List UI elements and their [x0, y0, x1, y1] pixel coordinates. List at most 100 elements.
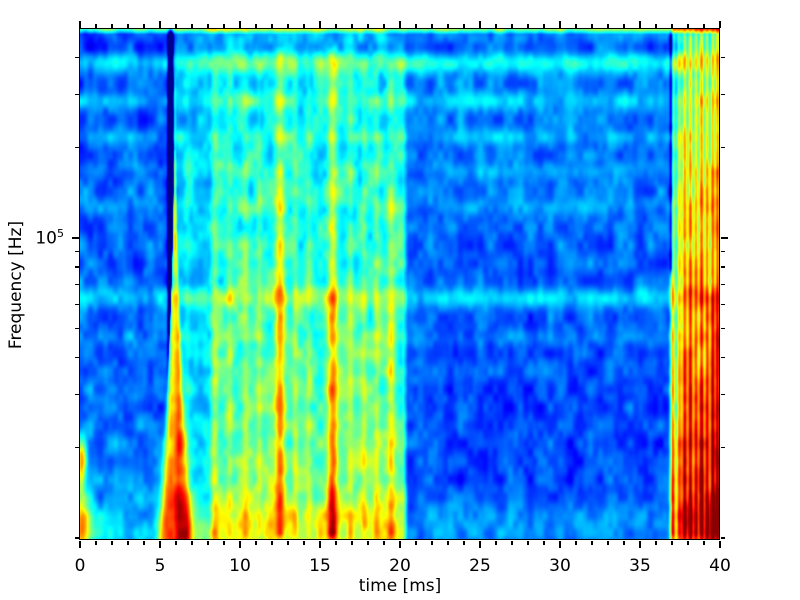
y-minor-tick	[75, 147, 79, 149]
x-minor-tick-top	[335, 24, 337, 28]
x-major-tick	[559, 541, 561, 548]
y-major-tick-right	[721, 237, 728, 239]
y-minor-tick	[75, 447, 79, 449]
x-tick-label: 40	[709, 556, 731, 576]
x-minor-tick-top	[527, 24, 529, 28]
x-minor-tick-top	[271, 24, 273, 28]
x-major-tick-top	[79, 21, 81, 28]
x-minor-tick	[511, 541, 513, 545]
x-major-tick	[639, 541, 641, 548]
x-minor-tick-top	[511, 24, 513, 28]
y-minor-tick-right	[721, 283, 725, 285]
y-minor-tick-right	[721, 303, 725, 306]
x-minor-tick	[351, 541, 353, 545]
x-minor-tick	[287, 541, 289, 545]
x-minor-tick	[671, 541, 673, 545]
x-axis-label: time [ms]	[358, 576, 442, 596]
x-minor-tick	[255, 541, 257, 545]
x-minor-tick-top	[207, 24, 209, 28]
y-minor-tick	[75, 266, 79, 268]
x-major-tick-top	[159, 21, 161, 28]
x-minor-tick	[543, 541, 545, 545]
x-minor-tick	[623, 541, 625, 545]
x-minor-tick	[335, 541, 337, 545]
x-major-tick	[479, 541, 481, 548]
y-minor-tick-right	[721, 56, 725, 58]
y-minor-tick-right	[721, 447, 725, 449]
x-minor-tick-top	[655, 24, 657, 28]
x-minor-tick	[143, 541, 145, 545]
x-minor-tick-top	[223, 24, 225, 28]
x-minor-tick	[447, 541, 449, 545]
y-minor-tick	[75, 94, 79, 96]
y-minor-tick-right	[721, 537, 725, 539]
x-major-tick	[79, 541, 81, 548]
x-major-tick-top	[719, 21, 721, 28]
x-minor-tick-top	[607, 24, 609, 28]
x-tick-label: 20	[389, 556, 411, 576]
y-tick-mantissa: 10	[35, 228, 57, 249]
x-minor-tick-top	[127, 24, 129, 28]
x-minor-tick-top	[687, 24, 689, 28]
x-major-tick-top	[479, 21, 481, 28]
x-minor-tick	[367, 541, 369, 545]
y-major-tick	[72, 237, 79, 239]
x-minor-tick	[687, 541, 689, 545]
y-tick-label-1e5: 105	[28, 227, 64, 249]
y-minor-tick	[75, 251, 79, 253]
x-minor-tick	[591, 541, 593, 545]
x-minor-tick-top	[255, 24, 257, 28]
spectrogram-heatmap	[80, 29, 720, 540]
x-minor-tick-top	[175, 24, 177, 28]
x-minor-tick	[415, 541, 417, 545]
x-major-tick-top	[559, 21, 561, 28]
x-tick-label: 35	[629, 556, 651, 576]
x-major-tick-top	[239, 21, 241, 28]
x-tick-label: 30	[549, 556, 571, 576]
x-major-tick	[319, 541, 321, 548]
x-minor-tick	[527, 541, 529, 545]
y-minor-tick	[75, 394, 79, 396]
y-axis-label: Frequency [Hz]	[6, 220, 26, 350]
x-minor-tick-top	[383, 24, 385, 28]
x-tick-label: 5	[154, 556, 166, 576]
x-minor-tick-top	[143, 24, 145, 28]
x-tick-label: 10	[229, 556, 251, 576]
y-minor-tick	[75, 283, 79, 285]
y-minor-tick	[75, 356, 79, 358]
x-minor-tick	[431, 541, 433, 545]
x-minor-tick-top	[447, 24, 449, 28]
x-minor-tick-top	[495, 24, 497, 28]
x-minor-tick	[607, 541, 609, 545]
x-major-tick	[719, 541, 721, 548]
y-minor-tick	[75, 56, 79, 58]
y-minor-tick-right	[721, 394, 725, 396]
x-minor-tick-top	[671, 24, 673, 28]
x-minor-tick	[191, 541, 193, 545]
y-minor-tick-right	[721, 266, 725, 268]
x-minor-tick-top	[591, 24, 593, 28]
x-minor-tick-top	[543, 24, 545, 28]
x-minor-tick-top	[303, 24, 305, 28]
x-minor-tick	[463, 541, 465, 545]
x-minor-tick	[111, 541, 113, 545]
x-minor-tick	[575, 541, 577, 545]
x-minor-tick-top	[191, 24, 193, 28]
x-minor-tick-top	[431, 24, 433, 28]
y-minor-tick	[75, 303, 79, 306]
y-minor-tick-right	[721, 251, 725, 253]
x-minor-tick	[703, 541, 705, 545]
x-minor-tick-top	[287, 24, 289, 28]
x-minor-tick	[223, 541, 225, 545]
x-minor-tick	[95, 541, 97, 545]
x-minor-tick-top	[95, 24, 97, 28]
x-minor-tick-top	[111, 24, 113, 28]
y-minor-tick	[75, 537, 79, 539]
x-major-tick	[159, 541, 161, 548]
x-minor-tick-top	[623, 24, 625, 28]
x-tick-label: 25	[469, 556, 491, 576]
x-minor-tick	[271, 541, 273, 545]
x-minor-tick	[175, 541, 177, 545]
x-major-tick-top	[319, 21, 321, 28]
